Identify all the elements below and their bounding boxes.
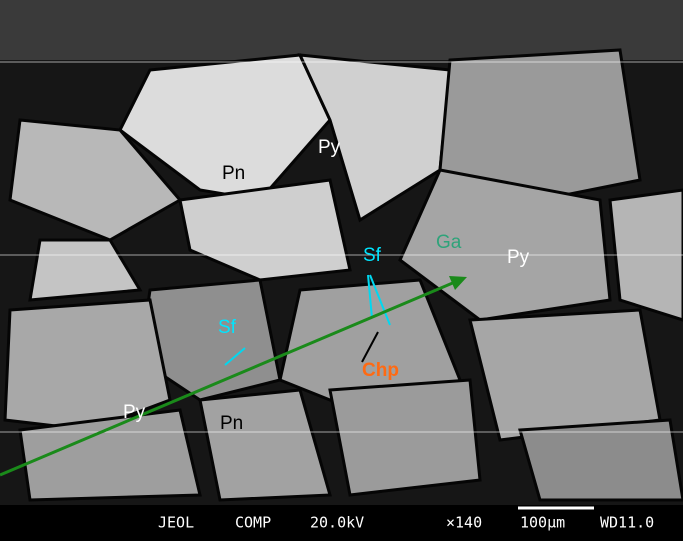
mineral-label: Ga <box>436 232 462 253</box>
mineral-label: Sf <box>218 317 237 338</box>
instrument: JEOL <box>158 514 194 532</box>
mineral-label: Pn <box>220 413 243 434</box>
pointer-lines <box>224 274 391 366</box>
scan-lines <box>0 61 683 433</box>
mineral-label: Pn <box>222 163 245 184</box>
voltage: 20.0kV <box>310 514 364 532</box>
mineral-label: Py <box>507 247 530 268</box>
mode: COMP <box>235 514 271 532</box>
green-arrow <box>0 276 467 477</box>
mineral-label: Chp <box>362 360 399 381</box>
mineral-label: Py <box>123 402 146 423</box>
mineral-label: Sf <box>363 245 382 266</box>
mineral-label: Py <box>318 137 341 158</box>
working-distance: WD11.0 <box>600 514 654 532</box>
scale: 100μm <box>520 514 565 532</box>
magnification: ×140 <box>446 514 482 532</box>
info-bar <box>0 505 683 541</box>
